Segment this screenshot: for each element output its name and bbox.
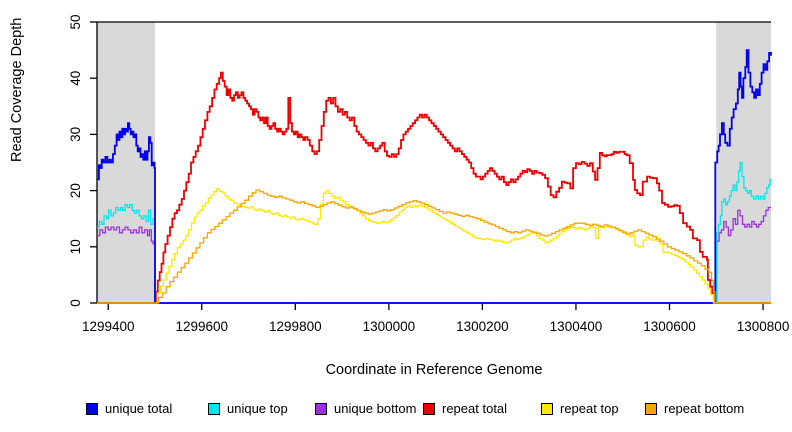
y-tick-label: 50: [68, 14, 83, 29]
masked-region: [716, 22, 771, 303]
x-axis-title: Coordinate in Reference Genome: [325, 362, 543, 378]
x-tick-label: 1299800: [269, 319, 322, 334]
y-tick-label: 10: [68, 239, 83, 254]
x-tick-label: 1300600: [643, 319, 696, 334]
y-tick-label: 20: [68, 183, 83, 198]
y-tick-label: 30: [68, 127, 83, 142]
series-line-unique-bottom: [97, 206, 771, 304]
x-tick-label: 1300000: [363, 319, 416, 334]
series-line-repeat-bottom: [97, 189, 771, 304]
x-tick-label: 1300200: [456, 319, 509, 334]
series-line-unique-top: [97, 161, 771, 304]
x-tick-label: 1299600: [175, 319, 228, 334]
x-tick-label: 1300400: [550, 319, 603, 334]
series-line-unique-total: [97, 49, 772, 304]
x-tick-label: 1299400: [82, 319, 135, 334]
series-line-repeat-total: [97, 71, 771, 304]
y-tick-label: 40: [68, 71, 83, 86]
y-tick-label: 0: [68, 299, 83, 307]
x-tick-label: 1300800: [737, 319, 790, 334]
